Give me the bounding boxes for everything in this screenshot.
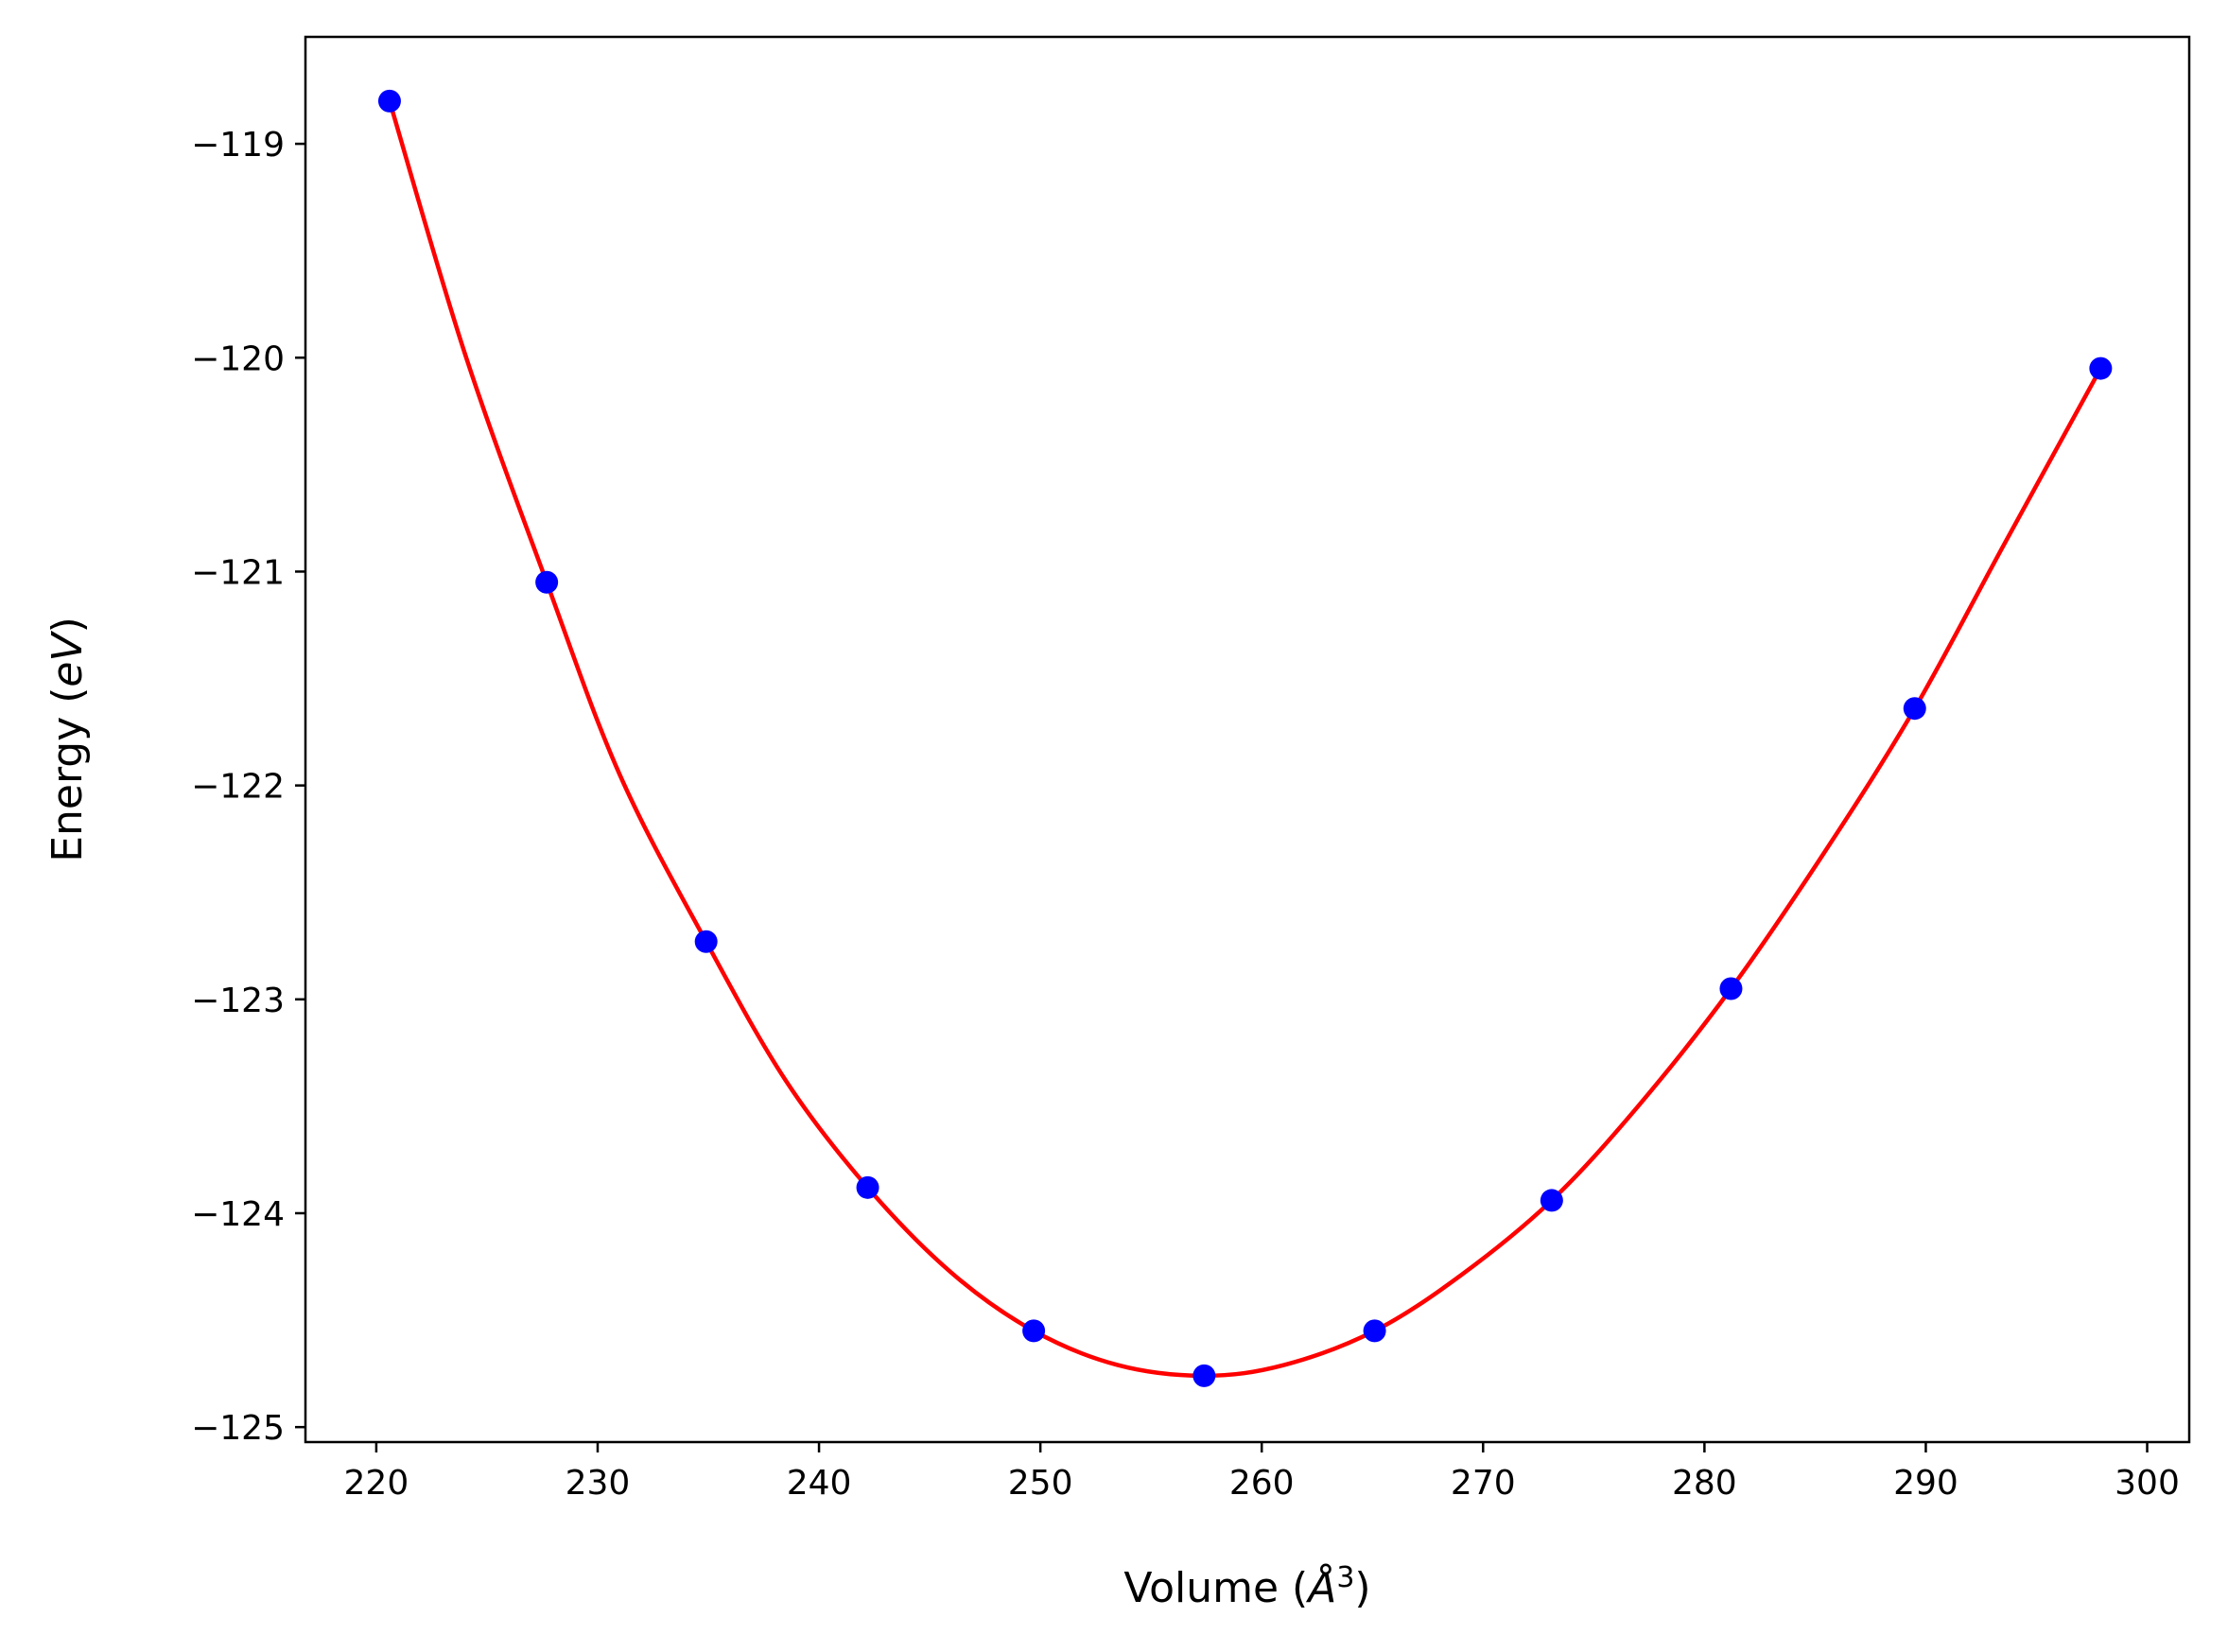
data-point bbox=[1903, 697, 1926, 721]
data-point bbox=[2089, 356, 2113, 380]
x-tick-label: 290 bbox=[1893, 1464, 1958, 1503]
y-axis-ticks: −119 −120 −121 −122 −123 −124 −125 bbox=[191, 126, 305, 1448]
data-point bbox=[1363, 1319, 1386, 1343]
y-tick-label: −122 bbox=[191, 768, 285, 807]
x-tick-label: 270 bbox=[1451, 1464, 1516, 1503]
data-point bbox=[856, 1175, 879, 1199]
x-tick-label: 280 bbox=[1672, 1464, 1737, 1503]
x-axis-label: Volume (Å3) bbox=[1123, 1561, 1370, 1612]
data-point bbox=[377, 89, 401, 113]
fit-curve-layer bbox=[387, 100, 2103, 1379]
y-tick-label: −124 bbox=[191, 1195, 285, 1234]
x-axis-label-unit: Å bbox=[1305, 1562, 1336, 1612]
x-tick-label: 300 bbox=[2115, 1464, 2180, 1503]
y-axis-label: Energy (eV) bbox=[44, 617, 92, 862]
data-point bbox=[535, 570, 559, 594]
x-tick-label: 250 bbox=[1008, 1464, 1073, 1503]
data-point bbox=[1540, 1189, 1563, 1212]
x-axis-label-text: Volume bbox=[1123, 1564, 1292, 1612]
x-tick-label: 230 bbox=[566, 1464, 631, 1503]
y-tick-label: −120 bbox=[191, 339, 285, 378]
data-point bbox=[694, 930, 718, 953]
x-axis-label-exp: 3 bbox=[1336, 1561, 1354, 1594]
fit-curve bbox=[387, 100, 2103, 1379]
y-tick-label: −119 bbox=[191, 126, 285, 165]
y-tick-label: −125 bbox=[191, 1409, 285, 1448]
x-tick-label: 240 bbox=[787, 1464, 852, 1503]
data-points-layer bbox=[377, 89, 2113, 1387]
y-tick-label: −123 bbox=[191, 982, 285, 1020]
x-tick-label: 220 bbox=[344, 1464, 409, 1503]
y-tick-label: −121 bbox=[191, 553, 285, 592]
y-axis-label-unit: eV bbox=[44, 631, 92, 687]
x-axis-ticks: 220 230 240 250 260 270 280 290 300 bbox=[344, 1442, 2180, 1503]
data-point bbox=[1192, 1364, 1216, 1387]
data-point bbox=[1022, 1319, 1046, 1343]
y-axis-label-text: Energy bbox=[44, 704, 92, 862]
data-point bbox=[1719, 977, 1743, 1000]
plot-frame bbox=[304, 35, 2191, 1444]
x-tick-label: 260 bbox=[1229, 1464, 1295, 1503]
